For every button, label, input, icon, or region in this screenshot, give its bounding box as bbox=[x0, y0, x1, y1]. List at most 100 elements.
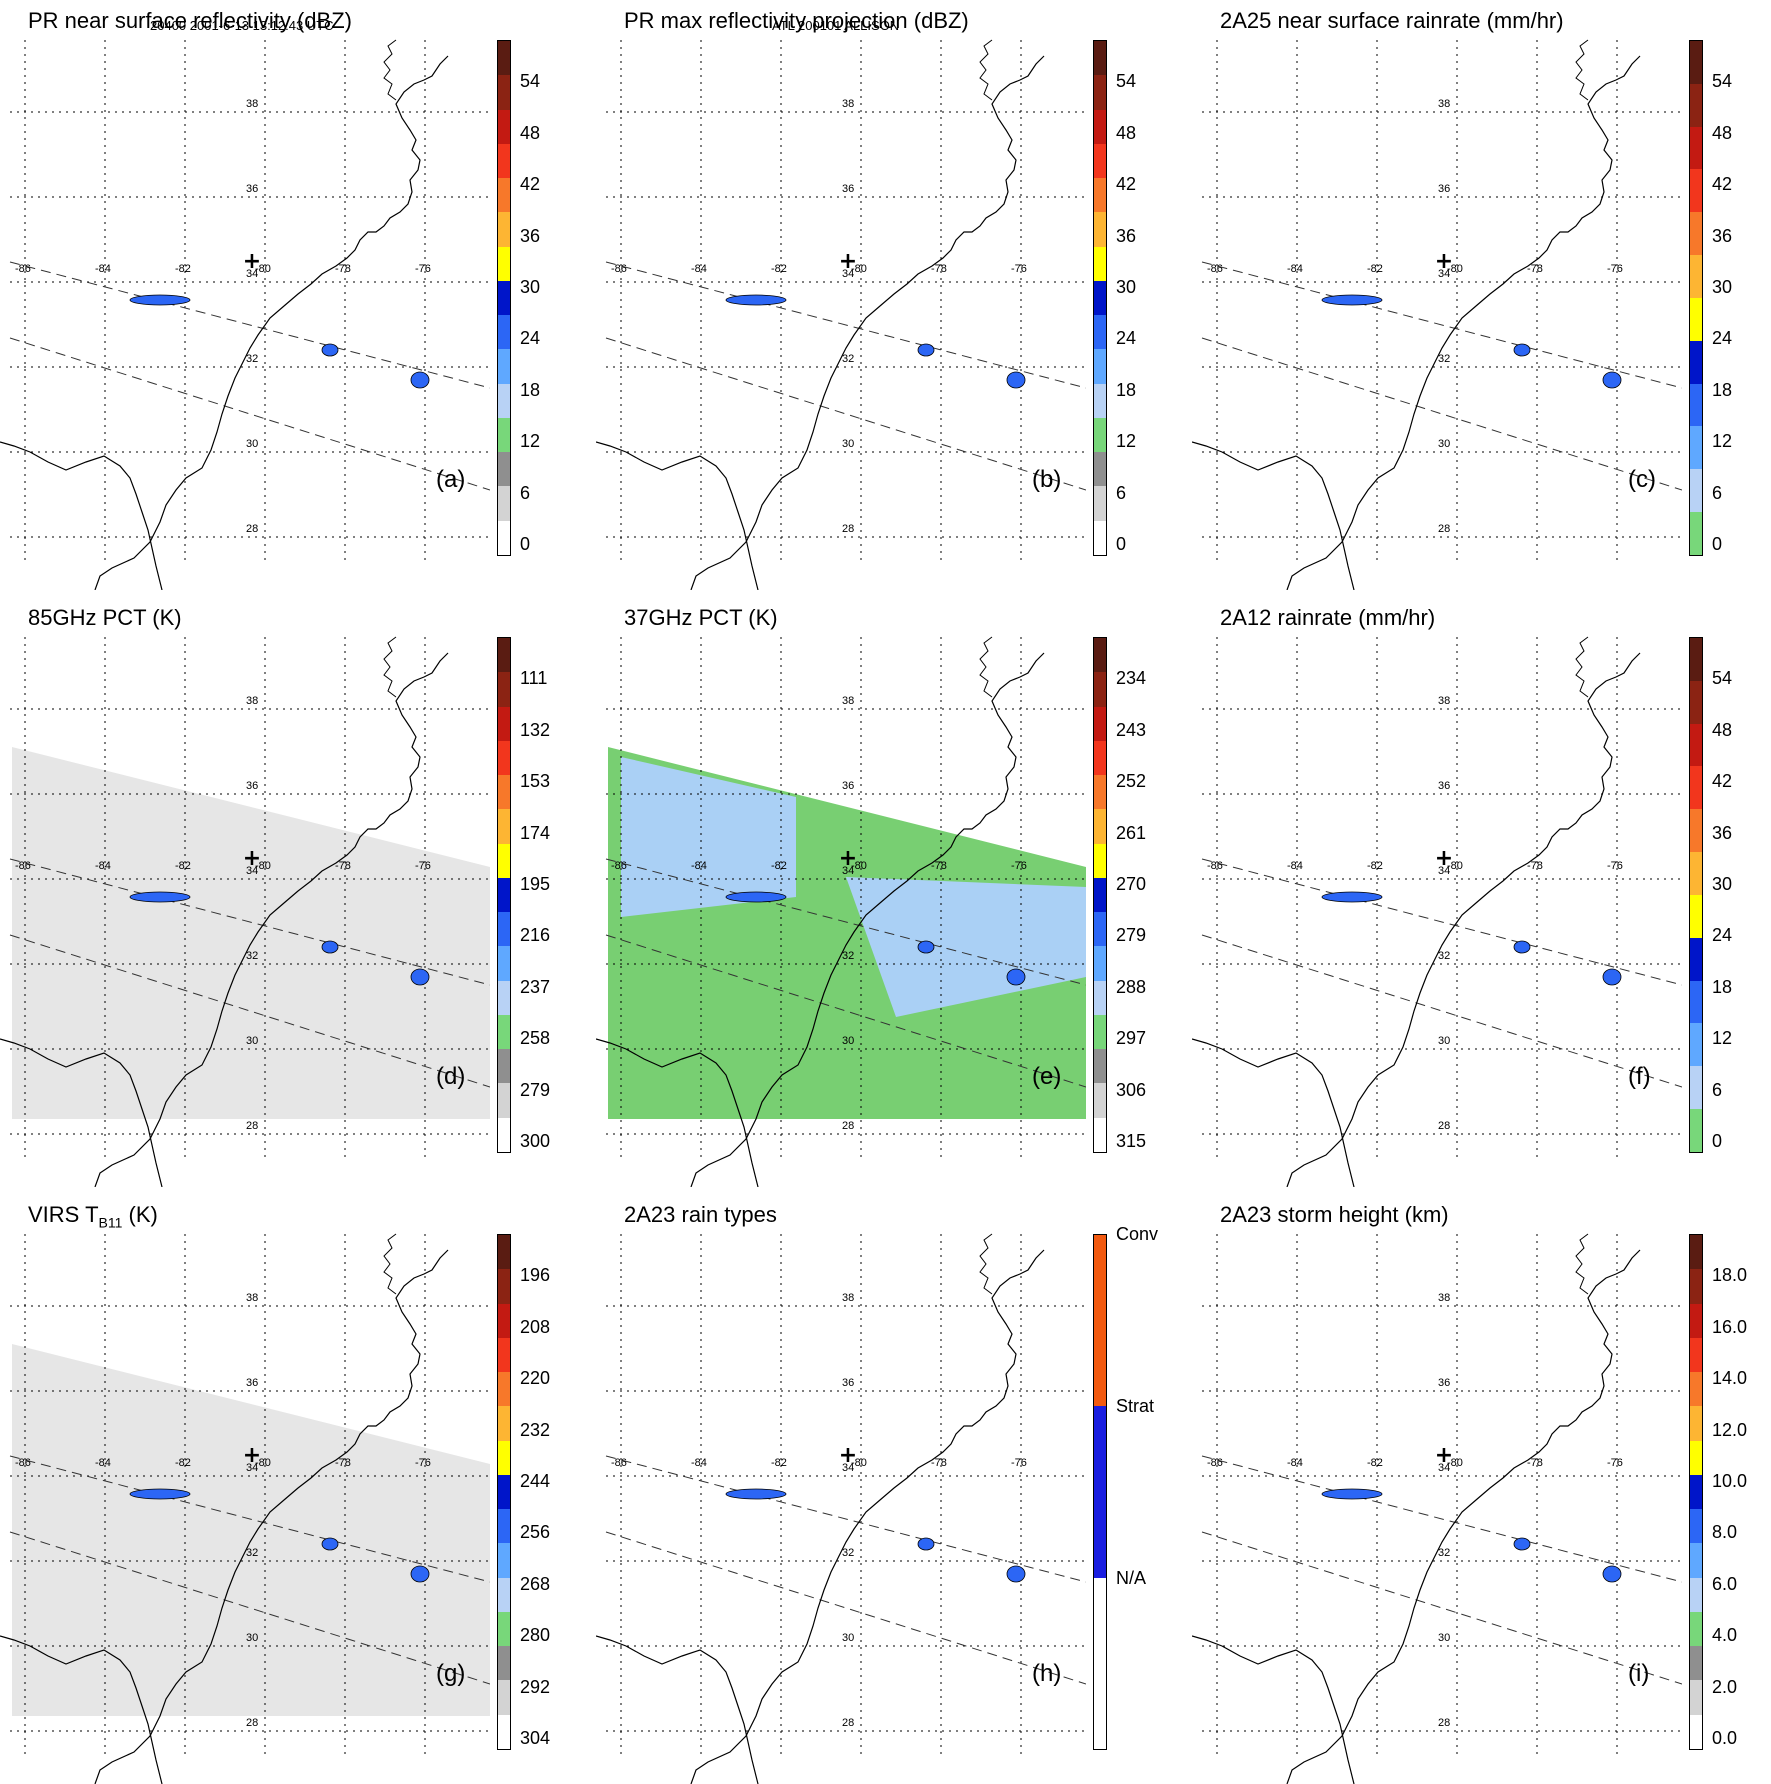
colorbar-tick-label: 268 bbox=[520, 1573, 551, 1594]
colorbar-segment bbox=[498, 383, 510, 418]
coastline-bay bbox=[383, 1233, 397, 1295]
storm-center-marker: + bbox=[1435, 1443, 1453, 1468]
colorbar-tick-label: 256 bbox=[520, 1522, 551, 1543]
colorbar-tick-label: Conv bbox=[1116, 1224, 1159, 1244]
colorbar-segment bbox=[1690, 1372, 1702, 1407]
colorbar-segment bbox=[1094, 75, 1106, 110]
colorbar-tick-label: 36 bbox=[1712, 822, 1733, 843]
panel-title: 85GHz PCT (K) bbox=[28, 605, 182, 630]
colorbar-segment bbox=[1690, 297, 1702, 341]
latitude-label: 38 bbox=[842, 98, 855, 110]
panel-title: 2A23 storm height (km) bbox=[1220, 1202, 1449, 1227]
colorbar-tick-label: 288 bbox=[1116, 976, 1147, 997]
title-text: VIRS T bbox=[28, 1202, 99, 1227]
coastline-bay bbox=[979, 1233, 993, 1295]
colorbar-segment bbox=[498, 843, 510, 878]
colorbar-tick-label: 300 bbox=[520, 1131, 551, 1151]
colorbar-tick-label: 48 bbox=[1116, 122, 1137, 143]
colorbar-tick-label: 12 bbox=[1712, 1028, 1733, 1049]
panel-letter: (f) bbox=[1628, 1063, 1651, 1090]
latitude-label: 30 bbox=[246, 1632, 259, 1644]
longitude-label: -76 bbox=[1011, 1457, 1027, 1469]
colorbar-segment bbox=[1094, 877, 1106, 913]
colorbar-segment bbox=[1690, 1646, 1702, 1681]
colorbar-segment bbox=[1690, 1235, 1702, 1270]
colorbar bbox=[1689, 637, 1703, 1153]
colorbar-segment bbox=[498, 740, 510, 776]
coastline-bay bbox=[1575, 1233, 1589, 1295]
panel-a: +38 36 34 32 30 28 -86 -84 -82 -80 -78 -76 PR near s… bbox=[0, 0, 590, 590]
colorbar-segment bbox=[1094, 1049, 1106, 1084]
cloud-field-cool bbox=[621, 757, 796, 917]
colorbar bbox=[1093, 637, 1107, 1153]
colorbar-segment bbox=[498, 41, 510, 76]
longitude-label: -76 bbox=[415, 1457, 431, 1469]
colorbar-segment bbox=[498, 1117, 510, 1152]
longitude-label: -84 bbox=[691, 1457, 707, 1469]
coastline-gulf bbox=[596, 1038, 759, 1187]
swath-edge-south bbox=[1201, 337, 1682, 491]
latitude-label: 32 bbox=[246, 353, 259, 365]
coastline-gulf bbox=[1192, 441, 1355, 590]
latitude-label: 28 bbox=[1438, 1717, 1451, 1729]
longitude-label: -76 bbox=[1607, 263, 1623, 275]
colorbar-segment bbox=[1094, 383, 1106, 418]
swath-edge-south bbox=[605, 337, 1086, 491]
longitude-label: -76 bbox=[415, 263, 431, 275]
colorbar-segment bbox=[1094, 1406, 1106, 1578]
colorbar-tick-label: 42 bbox=[520, 174, 541, 195]
latitude-label: 34 bbox=[1438, 1462, 1451, 1474]
coastline-bay bbox=[979, 39, 993, 101]
colorbar-tick-label: N/A bbox=[1116, 1568, 1147, 1588]
colorbar-tick-label: 243 bbox=[1116, 719, 1147, 740]
colorbar-segment bbox=[498, 486, 510, 521]
colorbar-segment bbox=[1690, 41, 1702, 84]
colorbar-segment bbox=[1094, 246, 1106, 281]
map-b: + bbox=[596, 39, 1086, 590]
precip-echo bbox=[1006, 371, 1026, 389]
storm-center-marker: + bbox=[1435, 249, 1453, 274]
colorbar-tick-label: 196 bbox=[520, 1265, 551, 1286]
precip-echo bbox=[321, 1537, 339, 1551]
coastline bbox=[1286, 1249, 1641, 1784]
coastline bbox=[1286, 55, 1641, 590]
latitude-label: 36 bbox=[842, 1377, 855, 1389]
colorbar-tick-label: 36 bbox=[520, 225, 541, 246]
colorbar-tick-label: 54 bbox=[520, 71, 541, 92]
longitude-label: -76 bbox=[1607, 860, 1623, 872]
colorbar-segment bbox=[498, 1474, 510, 1510]
colorbar-segment bbox=[1690, 1577, 1702, 1612]
longitude-label: -86 bbox=[15, 263, 31, 275]
precip-echo bbox=[1006, 968, 1026, 986]
latitude-label: 30 bbox=[842, 1632, 855, 1644]
colorbar-segment bbox=[1690, 1474, 1702, 1510]
panel-title: 37GHz PCT (K) bbox=[624, 605, 778, 630]
colorbar-segment bbox=[1690, 383, 1702, 427]
coastline bbox=[94, 1249, 449, 1784]
colorbar-segment bbox=[498, 1714, 510, 1749]
colorbar-tick-label: 42 bbox=[1712, 771, 1733, 792]
colorbar-segment bbox=[498, 877, 510, 913]
longitude-label: -82 bbox=[771, 1457, 787, 1469]
coastline-bay bbox=[1575, 636, 1589, 698]
map-e: + bbox=[596, 636, 1086, 1187]
colorbar-segment bbox=[498, 1543, 510, 1578]
swath-edge-south bbox=[605, 1531, 1086, 1685]
longitude-label: -84 bbox=[95, 263, 111, 275]
panel-e: +38 36 34 32 30 28 -86 -84 -82 -80 -78 -76 37GHz PCT… bbox=[596, 597, 1186, 1187]
longitude-label: -82 bbox=[1367, 263, 1383, 275]
precip-echo bbox=[410, 1565, 430, 1583]
colorbar-segment bbox=[1690, 169, 1702, 213]
longitude-label: -80 bbox=[255, 860, 271, 872]
colorbar-segment bbox=[1094, 946, 1106, 981]
longitude-label: -78 bbox=[335, 1457, 351, 1469]
colorbar-tick-label: 54 bbox=[1712, 71, 1733, 92]
longitude-label: -76 bbox=[1607, 1457, 1623, 1469]
panel-title: 2A23 rain types bbox=[624, 1202, 777, 1227]
colorbar-segment bbox=[1690, 1714, 1702, 1749]
colorbar bbox=[1093, 40, 1107, 556]
colorbar-segment bbox=[1094, 143, 1106, 179]
longitude-label: -78 bbox=[931, 860, 947, 872]
latitude-label: 28 bbox=[1438, 1120, 1451, 1132]
storm-center-marker: + bbox=[839, 846, 857, 871]
